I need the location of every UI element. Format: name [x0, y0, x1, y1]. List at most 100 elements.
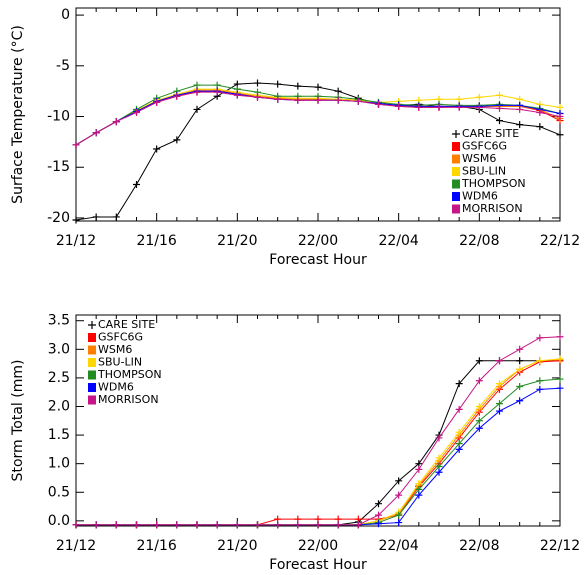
- point-marker: [475, 402, 483, 410]
- legend-label: MORRISON: [98, 393, 159, 406]
- legend-label: WDM6: [98, 381, 134, 394]
- point-marker: [516, 95, 524, 103]
- point-marker: [254, 79, 261, 87]
- series: [72, 356, 564, 529]
- point-marker: [496, 104, 503, 112]
- y-axis-label: Storm Total (mm): [10, 360, 26, 482]
- point-marker: [496, 407, 503, 415]
- point-marker: [92, 521, 100, 529]
- point-marker: [516, 357, 524, 365]
- point-marker: [556, 355, 564, 363]
- legend-label: GSFC6G: [462, 140, 507, 153]
- legend-swatch: [88, 345, 96, 355]
- y-tick-label: 0.0: [48, 513, 70, 529]
- point-marker: [354, 97, 362, 105]
- point-marker: [415, 103, 423, 111]
- legend-label: SBU-LIN: [462, 165, 506, 178]
- legend-swatch: [452, 154, 460, 164]
- x-tick-label: 22/00: [298, 233, 338, 249]
- legend-swatch: [88, 370, 96, 380]
- point-marker: [455, 95, 463, 103]
- y-tick-label: 3.5: [48, 313, 70, 329]
- x-tick-label: 21/16: [136, 233, 176, 249]
- legend-swatch: [452, 167, 460, 176]
- point-marker: [193, 88, 201, 96]
- point-marker: [496, 357, 503, 365]
- point-marker: [112, 118, 120, 126]
- point-marker: [375, 511, 382, 519]
- point-marker: [112, 521, 120, 529]
- point-marker: [475, 377, 483, 385]
- legend-label: CARE SITE: [98, 318, 155, 331]
- legend-swatch: [452, 204, 460, 214]
- x-tick-label: 21/20: [217, 233, 257, 249]
- series-line: [76, 336, 561, 526]
- legend-label: WDM6: [462, 190, 498, 203]
- legend: CARE SITEGSFC6GWSM6SBU-LINTHOMPSONWDM6MO…: [88, 318, 162, 406]
- legend-swatch: [88, 395, 96, 405]
- point-marker: [72, 141, 80, 149]
- point-marker: [395, 511, 403, 519]
- point-marker: [516, 365, 524, 373]
- point-marker: [173, 92, 181, 100]
- point-marker: [72, 521, 80, 529]
- legend-swatch: [452, 192, 460, 201]
- point-marker: [193, 81, 201, 89]
- point-marker: [516, 382, 524, 390]
- legend-label: THOMPSON: [97, 368, 162, 381]
- x-tick-label: 21/16: [136, 538, 176, 554]
- plot-frame: [75, 314, 561, 527]
- point-marker: [455, 445, 463, 453]
- point-marker: [415, 491, 423, 499]
- point-marker: [334, 96, 342, 104]
- point-marker: [112, 213, 120, 221]
- legend-label: CARE SITE: [462, 127, 519, 140]
- point-marker: [294, 521, 302, 529]
- point-marker: [133, 521, 140, 529]
- chart-panel: 0.0 0.5 1.0 1.5 2.0 2.5 3.0 3.5 21/12 21/16 21/20 2…: [10, 313, 580, 573]
- legend-label: SBU-LIN: [98, 356, 142, 369]
- point-marker: [475, 103, 483, 111]
- x-tick-label: 21/20: [217, 538, 257, 554]
- series-line: [76, 360, 561, 526]
- point-marker: [375, 100, 382, 108]
- legend-label: WSM6: [98, 343, 132, 356]
- point-marker: [354, 521, 362, 529]
- point-marker: [274, 80, 282, 88]
- x-tick-label: 22/12: [540, 538, 580, 554]
- point-marker: [556, 375, 564, 383]
- point-marker: [294, 82, 302, 90]
- point-marker: [334, 521, 342, 529]
- point-marker: [536, 377, 544, 385]
- legend-symbol: [88, 321, 96, 329]
- point-marker: [213, 88, 221, 96]
- point-marker: [133, 180, 140, 188]
- point-marker: [213, 521, 221, 529]
- point-marker: [455, 103, 463, 111]
- point-marker: [173, 136, 181, 144]
- point-marker: [153, 98, 161, 106]
- point-marker: [233, 521, 241, 529]
- point-marker: [173, 521, 181, 529]
- legend-swatch: [88, 383, 96, 392]
- x-tick-label: 22/00: [298, 538, 338, 554]
- point-marker: [314, 83, 322, 91]
- legend-label: MORRISON: [462, 202, 523, 215]
- point-marker: [496, 91, 503, 99]
- y-tick-label: 2.5: [48, 370, 70, 386]
- point-marker: [233, 91, 241, 99]
- point-marker: [153, 521, 161, 529]
- point-marker: [556, 103, 564, 111]
- point-marker: [254, 93, 261, 101]
- series-line: [76, 358, 561, 526]
- y-tick-label: 3.0: [48, 341, 70, 357]
- point-marker: [375, 520, 382, 528]
- point-marker: [294, 96, 302, 104]
- point-marker: [314, 96, 322, 104]
- legend-swatch: [88, 333, 96, 342]
- point-marker: [536, 334, 544, 342]
- point-marker: [475, 417, 483, 425]
- chart-panel: 0 -5 -10 -15 -20 21/12 21/16 21/20 22/00 22/04 22/…: [10, 7, 580, 268]
- x-tick-label: 21/12: [56, 538, 96, 554]
- x-tick-label: 22/12: [540, 233, 580, 249]
